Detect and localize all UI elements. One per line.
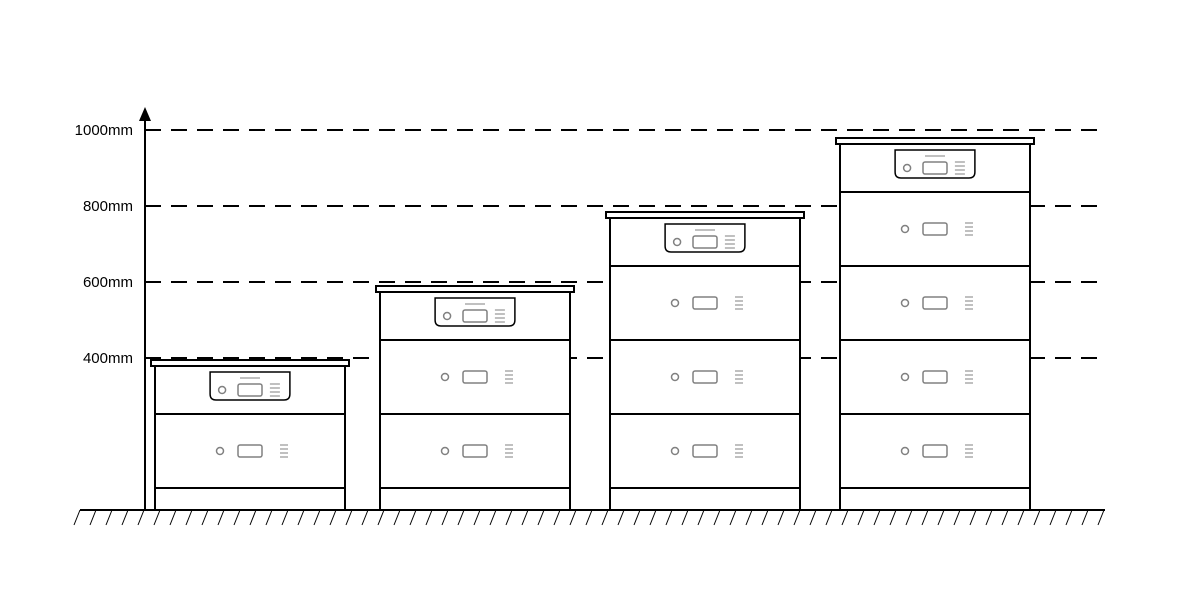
ground-hatch [746, 510, 752, 525]
ground-hatch [586, 510, 592, 525]
ground-hatch [474, 510, 480, 525]
ground-hatch [602, 510, 608, 525]
ground-hatch [1066, 510, 1072, 525]
ground-hatch [1002, 510, 1008, 525]
ground-hatch [778, 510, 784, 525]
stack-lid [606, 212, 804, 218]
ground-hatch [970, 510, 976, 525]
stack-base [840, 488, 1030, 510]
y-axis-label: 400mm [83, 350, 133, 367]
stack-base [155, 488, 345, 510]
ground-hatch [1050, 510, 1056, 525]
stack-module [840, 340, 1030, 414]
ground-hatch [650, 510, 656, 525]
ground-hatch [522, 510, 528, 525]
height-diagram: 400mm 600mm 800mm 1000mm [0, 0, 1200, 600]
ground-hatch [154, 510, 160, 525]
ground-hatch [362, 510, 368, 525]
ground-hatch [874, 510, 880, 525]
stack-module [380, 340, 570, 414]
ground-hatch [938, 510, 944, 525]
stack-base [380, 488, 570, 510]
stack-base [610, 488, 800, 510]
ground-hatch [170, 510, 176, 525]
stack-module [840, 192, 1030, 266]
stack [151, 360, 349, 510]
ground-hatch [826, 510, 832, 525]
stack [376, 286, 574, 510]
ground-hatch [842, 510, 848, 525]
ground-hatch [250, 510, 256, 525]
ground-hatch [298, 510, 304, 525]
ground-hatch [442, 510, 448, 525]
ground-hatch [906, 510, 912, 525]
ground-hatch [218, 510, 224, 525]
ground-hatch [810, 510, 816, 525]
ground-hatch [1082, 510, 1088, 525]
ground-hatch [90, 510, 96, 525]
ground-hatch [634, 510, 640, 525]
stack-module [840, 266, 1030, 340]
ground-hatch [186, 510, 192, 525]
stack-module [610, 414, 800, 488]
ground-hatch [618, 510, 624, 525]
ground-hatch [986, 510, 992, 525]
ground-hatch [1034, 510, 1040, 525]
stack-module [610, 340, 800, 414]
ground-hatch [106, 510, 112, 525]
stack-module [610, 266, 800, 340]
stack-lid [151, 360, 349, 366]
ground-hatch [570, 510, 576, 525]
stack-module [155, 414, 345, 488]
stack-module [380, 414, 570, 488]
ground-hatch [74, 510, 80, 525]
ground-hatch [282, 510, 288, 525]
y-axis-arrow [139, 107, 151, 121]
ground-hatch [378, 510, 384, 525]
ground-hatch [714, 510, 720, 525]
ground-hatch [954, 510, 960, 525]
ground-hatch [506, 510, 512, 525]
ground-hatch [394, 510, 400, 525]
stack-module [840, 414, 1030, 488]
ground-hatch [794, 510, 800, 525]
y-axis-label: 600mm [83, 274, 133, 291]
ground-hatch [890, 510, 896, 525]
ground-hatch [346, 510, 352, 525]
ground-hatch [122, 510, 128, 525]
ground-hatch [314, 510, 320, 525]
ground-hatch [1018, 510, 1024, 525]
y-axis-label: 1000mm [75, 122, 133, 139]
ground-hatch [554, 510, 560, 525]
y-axis-label: 800mm [83, 198, 133, 215]
ground-hatch [266, 510, 272, 525]
ground-hatch [666, 510, 672, 525]
ground-hatch [138, 510, 144, 525]
ground-hatch [762, 510, 768, 525]
ground-hatch [858, 510, 864, 525]
ground-hatch [922, 510, 928, 525]
stack [606, 212, 804, 510]
ground-hatch [410, 510, 416, 525]
ground-hatch [538, 510, 544, 525]
ground-hatch [330, 510, 336, 525]
ground-hatch [1098, 510, 1104, 525]
ground-hatch [730, 510, 736, 525]
ground-hatch [202, 510, 208, 525]
ground-hatch [426, 510, 432, 525]
ground-hatch [698, 510, 704, 525]
ground-hatch [234, 510, 240, 525]
ground-hatch [458, 510, 464, 525]
ground-hatch [682, 510, 688, 525]
stack [836, 138, 1034, 510]
ground-hatch [490, 510, 496, 525]
stack-lid [836, 138, 1034, 144]
stack-lid [376, 286, 574, 292]
